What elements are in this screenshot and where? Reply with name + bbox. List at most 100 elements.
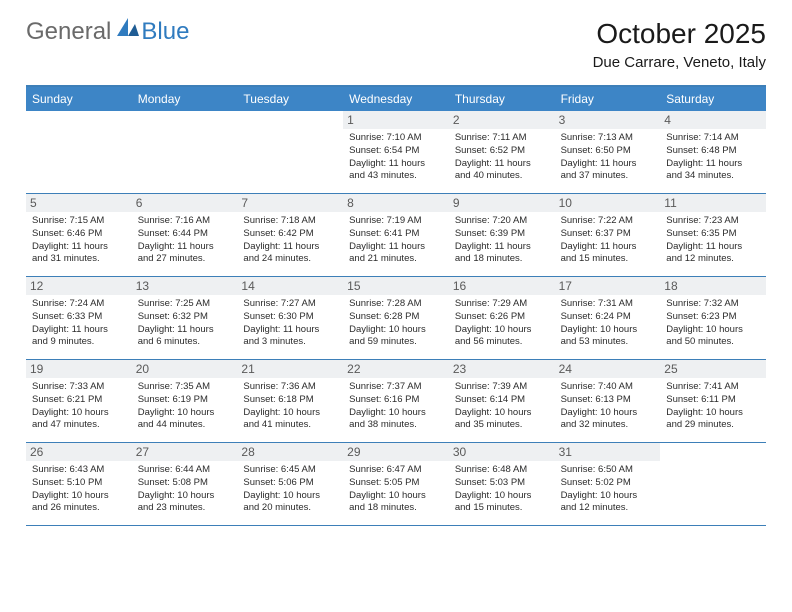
- title-block: October 2025 Due Carrare, Veneto, Italy: [593, 18, 766, 71]
- sunset-line: Sunset: 6:46 PM: [32, 228, 126, 241]
- sunrise-line: Sunrise: 7:16 AM: [138, 215, 232, 228]
- daylight-line: Daylight: 10 hours and 23 minutes.: [138, 490, 232, 516]
- sunset-line: Sunset: 6:19 PM: [138, 394, 232, 407]
- day-cell: 30Sunrise: 6:48 AMSunset: 5:03 PMDayligh…: [449, 443, 555, 525]
- sunrise-line: Sunrise: 7:24 AM: [32, 298, 126, 311]
- daylight-line: Daylight: 10 hours and 15 minutes.: [455, 490, 549, 516]
- logo-text-blue: Blue: [141, 18, 189, 46]
- day-cell: 24Sunrise: 7:40 AMSunset: 6:13 PMDayligh…: [555, 360, 661, 442]
- day-cell: 21Sunrise: 7:36 AMSunset: 6:18 PMDayligh…: [237, 360, 343, 442]
- sunrise-line: Sunrise: 7:39 AM: [455, 381, 549, 394]
- sunset-line: Sunset: 6:16 PM: [349, 394, 443, 407]
- logo: General Blue: [26, 18, 189, 46]
- daylight-line: Daylight: 11 hours and 27 minutes.: [138, 241, 232, 267]
- sunrise-line: Sunrise: 7:25 AM: [138, 298, 232, 311]
- dow-cell: Sunday: [26, 87, 132, 111]
- day-cell: 27Sunrise: 6:44 AMSunset: 5:08 PMDayligh…: [132, 443, 238, 525]
- daylight-line: Daylight: 10 hours and 59 minutes.: [349, 324, 443, 350]
- day-cell: 17Sunrise: 7:31 AMSunset: 6:24 PMDayligh…: [555, 277, 661, 359]
- daylight-line: Daylight: 10 hours and 35 minutes.: [455, 407, 549, 433]
- sunset-line: Sunset: 6:21 PM: [32, 394, 126, 407]
- day-number: 7: [237, 194, 343, 212]
- sunset-line: Sunset: 6:37 PM: [561, 228, 655, 241]
- day-cell: 23Sunrise: 7:39 AMSunset: 6:14 PMDayligh…: [449, 360, 555, 442]
- day-cell: 12Sunrise: 7:24 AMSunset: 6:33 PMDayligh…: [26, 277, 132, 359]
- day-number: 10: [555, 194, 661, 212]
- day-number: 23: [449, 360, 555, 378]
- sunrise-line: Sunrise: 7:36 AM: [243, 381, 337, 394]
- day-cell: 11Sunrise: 7:23 AMSunset: 6:35 PMDayligh…: [660, 194, 766, 276]
- day-number: 16: [449, 277, 555, 295]
- sunrise-line: Sunrise: 7:37 AM: [349, 381, 443, 394]
- sunrise-line: Sunrise: 6:47 AM: [349, 464, 443, 477]
- sunset-line: Sunset: 6:28 PM: [349, 311, 443, 324]
- day-cell: 25Sunrise: 7:41 AMSunset: 6:11 PMDayligh…: [660, 360, 766, 442]
- location: Due Carrare, Veneto, Italy: [593, 54, 766, 71]
- day-number: 13: [132, 277, 238, 295]
- sunset-line: Sunset: 6:23 PM: [666, 311, 760, 324]
- day-cell: 13Sunrise: 7:25 AMSunset: 6:32 PMDayligh…: [132, 277, 238, 359]
- sunset-line: Sunset: 6:26 PM: [455, 311, 549, 324]
- day-number: 3: [555, 111, 661, 129]
- day-number: 22: [343, 360, 449, 378]
- sunrise-line: Sunrise: 7:35 AM: [138, 381, 232, 394]
- daylight-line: Daylight: 11 hours and 34 minutes.: [666, 158, 760, 184]
- daylight-line: Daylight: 10 hours and 20 minutes.: [243, 490, 337, 516]
- sunrise-line: Sunrise: 7:23 AM: [666, 215, 760, 228]
- day-number: 29: [343, 443, 449, 461]
- sunrise-line: Sunrise: 7:41 AM: [666, 381, 760, 394]
- day-number: 2: [449, 111, 555, 129]
- daylight-line: Daylight: 10 hours and 26 minutes.: [32, 490, 126, 516]
- sunrise-line: Sunrise: 7:14 AM: [666, 132, 760, 145]
- week-row: 26Sunrise: 6:43 AMSunset: 5:10 PMDayligh…: [26, 443, 766, 526]
- daylight-line: Daylight: 10 hours and 44 minutes.: [138, 407, 232, 433]
- day-number: 18: [660, 277, 766, 295]
- day-number: 26: [26, 443, 132, 461]
- daylight-line: Daylight: 11 hours and 40 minutes.: [455, 158, 549, 184]
- daylight-line: Daylight: 11 hours and 24 minutes.: [243, 241, 337, 267]
- sunset-line: Sunset: 6:33 PM: [32, 311, 126, 324]
- day-number: 5: [26, 194, 132, 212]
- sunrise-line: Sunrise: 6:44 AM: [138, 464, 232, 477]
- dow-cell: Thursday: [449, 87, 555, 111]
- day-cell: 5 Sunrise: 7:15 AMSunset: 6:46 PMDaylight…: [26, 194, 132, 276]
- sunrise-line: Sunrise: 6:48 AM: [455, 464, 549, 477]
- daylight-line: Daylight: 10 hours and 38 minutes.: [349, 407, 443, 433]
- sunset-line: Sunset: 6:18 PM: [243, 394, 337, 407]
- daylight-line: Daylight: 11 hours and 31 minutes.: [32, 241, 126, 267]
- dow-row: SundayMondayTuesdayWednesdayThursdayFrid…: [26, 87, 766, 111]
- day-cell: 9Sunrise: 7:20 AMSunset: 6:39 PMDaylight…: [449, 194, 555, 276]
- empty-cell: [237, 111, 343, 193]
- sunrise-line: Sunrise: 7:10 AM: [349, 132, 443, 145]
- sunrise-line: Sunrise: 6:43 AM: [32, 464, 126, 477]
- day-number: 14: [237, 277, 343, 295]
- day-cell: 14Sunrise: 7:27 AMSunset: 6:30 PMDayligh…: [237, 277, 343, 359]
- daylight-line: Daylight: 10 hours and 47 minutes.: [32, 407, 126, 433]
- daylight-line: Daylight: 10 hours and 29 minutes.: [666, 407, 760, 433]
- sunset-line: Sunset: 5:08 PM: [138, 477, 232, 490]
- day-cell: 31Sunrise: 6:50 AMSunset: 5:02 PMDayligh…: [555, 443, 661, 525]
- day-cell: 28Sunrise: 6:45 AMSunset: 5:06 PMDayligh…: [237, 443, 343, 525]
- logo-mark-icon: [117, 18, 139, 36]
- month-title: October 2025: [593, 18, 766, 50]
- sunset-line: Sunset: 6:44 PM: [138, 228, 232, 241]
- sunrise-line: Sunrise: 7:29 AM: [455, 298, 549, 311]
- day-cell: 7Sunrise: 7:18 AMSunset: 6:42 PMDaylight…: [237, 194, 343, 276]
- daylight-line: Daylight: 11 hours and 12 minutes.: [666, 241, 760, 267]
- sunset-line: Sunset: 5:02 PM: [561, 477, 655, 490]
- sunrise-line: Sunrise: 7:31 AM: [561, 298, 655, 311]
- week-row: 12Sunrise: 7:24 AMSunset: 6:33 PMDayligh…: [26, 277, 766, 360]
- sunset-line: Sunset: 6:30 PM: [243, 311, 337, 324]
- day-cell: 8Sunrise: 7:19 AMSunset: 6:41 PMDaylight…: [343, 194, 449, 276]
- day-number: 31: [555, 443, 661, 461]
- day-cell: 22 Sunrise: 7:37 AMSunset: 6:16 PMDayligh…: [343, 360, 449, 442]
- sunrise-line: Sunrise: 7:11 AM: [455, 132, 549, 145]
- sunrise-line: Sunrise: 6:45 AM: [243, 464, 337, 477]
- daylight-line: Daylight: 10 hours and 32 minutes.: [561, 407, 655, 433]
- sunset-line: Sunset: 6:35 PM: [666, 228, 760, 241]
- sunset-line: Sunset: 6:32 PM: [138, 311, 232, 324]
- sunrise-line: Sunrise: 7:15 AM: [32, 215, 126, 228]
- week-row: 19Sunrise: 7:33 AMSunset: 6:21 PMDayligh…: [26, 360, 766, 443]
- sunset-line: Sunset: 6:50 PM: [561, 145, 655, 158]
- empty-cell: [132, 111, 238, 193]
